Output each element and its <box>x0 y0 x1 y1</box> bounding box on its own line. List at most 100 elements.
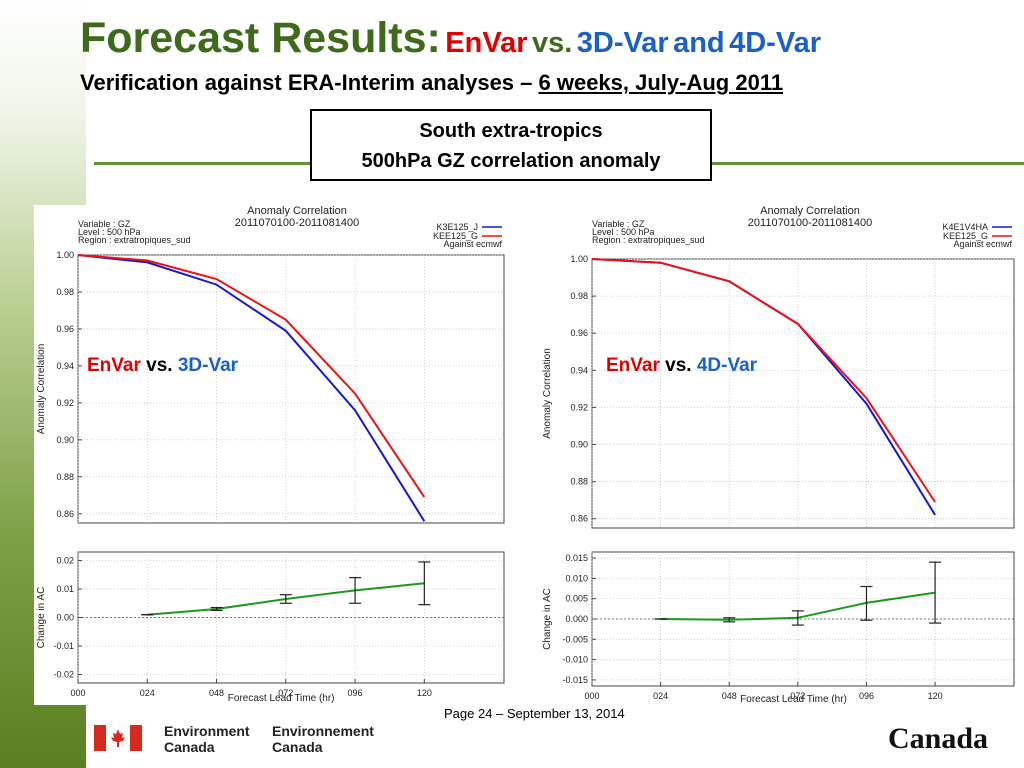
title-and: and <box>673 27 725 59</box>
tick-label-x: 096 <box>859 691 874 701</box>
legend-entry-label: KEE125_G <box>433 231 478 241</box>
canada-wordmark: Canada <box>888 722 989 755</box>
tick-label-x: 048 <box>209 688 224 698</box>
tick-label-y-diff: -0.02 <box>53 669 74 679</box>
region-box-line1: South extra-tropics <box>419 120 603 142</box>
axis-label-y-diff: Change in AC <box>36 587 47 649</box>
tick-label-y-diff: -0.010 <box>562 655 588 665</box>
dept-fr-line1: Environnement <box>272 723 374 739</box>
overlay-left-a: EnVar <box>87 355 141 376</box>
chart-info-line: Variable : GZ <box>78 219 131 229</box>
tick-label-x: 024 <box>653 691 668 701</box>
plot-frame-top <box>77 254 505 524</box>
tick-label-y-diff: 0.015 <box>565 553 588 563</box>
tick-label-x: 120 <box>417 688 432 698</box>
tick-label-x: 072 <box>790 691 805 701</box>
tick-label-y: 0.96 <box>56 324 74 334</box>
tick-label-x: 048 <box>722 691 737 701</box>
footer-page-info: Page 24 – September 13, 2014 <box>444 706 625 721</box>
chart-right: Anomaly Correlation2011070100-2011081400… <box>542 205 1015 705</box>
subtitle-period: 6 weeks, July-Aug 2011 <box>538 70 784 95</box>
tick-label-y: 0.92 <box>570 402 588 412</box>
legend-note: Against ecmwf <box>443 239 502 249</box>
title-3dvar: 3D-Var <box>576 27 669 59</box>
chart-left: Anomaly Correlation 2011070100-2011081400… <box>36 205 505 704</box>
dept-en-line1: Environment <box>164 723 250 739</box>
tick-label-x: 096 <box>348 688 363 698</box>
tick-label-x: 120 <box>928 691 943 701</box>
overlay-right-label: EnVar vs. 4D-Var <box>606 355 757 377</box>
tick-label-y-diff: 0.000 <box>565 614 588 624</box>
axis-label-y: Anomaly Correlation <box>542 348 553 439</box>
dept-en-line2: Canada <box>164 739 215 755</box>
chart-info-line: Level : 500 hPa <box>592 227 655 237</box>
tick-label-y-diff: 0.02 <box>56 556 74 566</box>
axis-label-y: Anomaly Correlation <box>36 344 47 435</box>
chart-info-line: Variable : GZ <box>592 219 645 229</box>
series-line-kee125_g <box>77 254 426 498</box>
chart-info-line: Level : 500 hPa <box>78 227 141 237</box>
legend-entry-label: K4E1V4HA <box>942 222 988 232</box>
tick-label-y: 0.92 <box>56 398 74 408</box>
series-line-k4e1v4ha <box>591 258 936 516</box>
axis-label-x: Forecast Lead Time (hr) <box>228 693 335 704</box>
tick-label-y: 0.94 <box>570 365 588 375</box>
chart-panel-left: Anomaly Correlation 2011070100-2011081400… <box>34 205 510 705</box>
tick-label-y: 0.94 <box>56 361 74 371</box>
overlay-right-a: EnVar <box>606 355 660 376</box>
region-box-line2: 500hPa GZ correlation anomaly <box>361 150 661 172</box>
tick-label-y: 1.00 <box>56 250 74 260</box>
chart-subtitle: 2011070100-2011081400 <box>748 217 872 229</box>
region-box: South extra-tropics 500hPa GZ correlatio… <box>310 109 712 181</box>
chart-info-line: Region : extratropiques_sud <box>592 235 705 245</box>
tick-label-x: 000 <box>70 688 85 698</box>
legend-entry-label: K3E125_J <box>436 222 478 232</box>
plot-frame-top <box>591 258 1015 529</box>
dept-fr-line2: Canada <box>272 739 323 755</box>
chart-info-line: Region : extratropiques_sud <box>78 235 191 245</box>
tick-label-y-diff: -0.01 <box>53 641 74 651</box>
legend-entry-label: KEE125_G <box>943 231 988 241</box>
dept-name-fr: Environnement Canada <box>272 723 374 755</box>
title-main: Forecast Results: <box>80 14 441 62</box>
tick-label-y: 0.86 <box>570 514 588 524</box>
overlay-right-vs: vs. <box>665 355 692 376</box>
tick-label-y: 0.90 <box>56 435 74 445</box>
tick-label-y: 0.90 <box>570 440 588 450</box>
tick-label-y-diff: 0.00 <box>56 613 74 623</box>
tick-label-y: 1.00 <box>570 254 588 264</box>
tick-label-y-diff: 0.005 <box>565 594 588 604</box>
chart-panel-right: Anomaly Correlation 2011070100-2011081400… <box>540 205 1024 710</box>
tick-label-y-diff: -0.015 <box>562 675 588 685</box>
tick-label-y: 0.98 <box>570 291 588 301</box>
tick-label-x: 000 <box>584 691 599 701</box>
page-subtitle: Verification against ERA-Interim analyse… <box>80 70 783 96</box>
chart-subtitle: 2011070100-2011081400 <box>235 217 359 229</box>
tick-label-y: 0.96 <box>570 328 588 338</box>
divider-left <box>94 162 310 165</box>
tick-label-y-diff: 0.01 <box>56 584 74 594</box>
overlay-left-vs: vs. <box>146 355 173 376</box>
page-title: Forecast Results: EnVar vs. 3D-Var and 4… <box>80 14 821 63</box>
legend-note: Against ecmwf <box>953 239 1012 249</box>
overlay-left-b: 3D-Var <box>177 355 239 376</box>
tick-label-y: 0.86 <box>56 509 74 519</box>
overlay-right-b: 4D-Var <box>696 355 758 376</box>
tick-label-y: 0.88 <box>56 472 74 482</box>
chart-title: Anomaly Correlation <box>760 205 860 217</box>
series-line-kee125_g <box>591 258 936 503</box>
axis-label-y-diff: Change in AC <box>542 588 553 650</box>
title-4dvar: 4D-Var <box>729 27 821 59</box>
overlay-left-label: EnVar vs. 3D-Var <box>87 355 238 377</box>
tick-label-y-diff: 0.010 <box>565 573 588 583</box>
subtitle-lead: Verification against ERA-Interim analyse… <box>80 70 539 95</box>
tick-label-y: 0.98 <box>56 287 74 297</box>
tick-label-x: 072 <box>278 688 293 698</box>
series-line-k3e125_j <box>77 254 426 522</box>
tick-label-y-diff: -0.005 <box>562 634 588 644</box>
canada-flag-icon <box>94 725 142 751</box>
axis-label-x: Forecast Lead Time (hr) <box>740 694 847 705</box>
tick-label-x: 024 <box>140 688 155 698</box>
title-envar: EnVar <box>445 27 528 59</box>
divider-right <box>712 162 1024 165</box>
